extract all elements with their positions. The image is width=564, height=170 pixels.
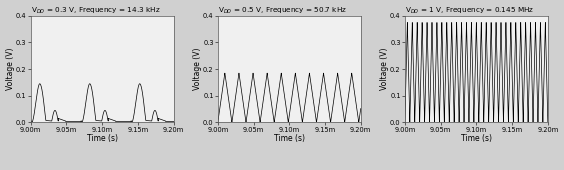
Y-axis label: Voltage (V): Voltage (V)	[380, 48, 389, 90]
Y-axis label: Voltage (V): Voltage (V)	[6, 48, 15, 90]
Text: V$_{DD}$ = 0.5 V, Frequency = 50.7 kHz: V$_{DD}$ = 0.5 V, Frequency = 50.7 kHz	[218, 6, 347, 16]
X-axis label: Time (s): Time (s)	[274, 134, 305, 143]
X-axis label: Time (s): Time (s)	[461, 134, 492, 143]
Text: V$_{DD}$ = 0.3 V, Frequency = 14.3 kHz: V$_{DD}$ = 0.3 V, Frequency = 14.3 kHz	[30, 6, 160, 16]
X-axis label: Time (s): Time (s)	[87, 134, 118, 143]
Y-axis label: Voltage (V): Voltage (V)	[193, 48, 201, 90]
Text: V$_{DD}$ = 1 V, Frequency = 0.145 MHz: V$_{DD}$ = 1 V, Frequency = 0.145 MHz	[405, 6, 534, 16]
